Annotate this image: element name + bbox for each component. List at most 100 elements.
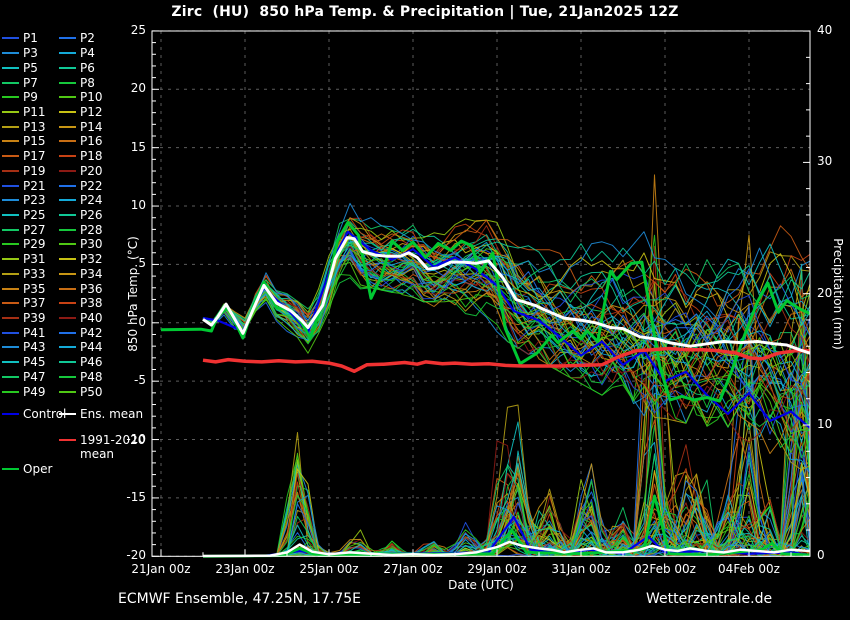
member-color-swatch [2, 272, 19, 275]
member-color-swatch [2, 81, 19, 84]
y-left-tick-label: 0 [138, 314, 146, 329]
y-left-tick-label: 20 [130, 81, 146, 96]
y-right-tick-label: 20 [817, 285, 833, 300]
member-color-swatch [2, 213, 19, 216]
precip-member-line [203, 437, 811, 557]
legend-member-item: P9 [2, 90, 59, 104]
member-color-swatch [2, 110, 19, 113]
member-label: P37 [23, 296, 46, 311]
legend-member-item: P30 [59, 237, 103, 251]
legend-member-item: P44 [59, 340, 103, 354]
member-label: P23 [23, 193, 46, 208]
member-label: P40 [80, 311, 103, 326]
member-color-swatch [59, 213, 76, 216]
legend-member-item: P29 [2, 237, 59, 251]
legend-member-item: P20 [59, 164, 103, 178]
member-color-swatch [59, 81, 76, 84]
legend-member-item: P40 [59, 311, 103, 325]
member-color-swatch [2, 52, 19, 55]
member-label: P20 [80, 163, 103, 178]
legend-member-item: P34 [59, 267, 103, 281]
member-color-swatch [2, 361, 19, 364]
ensemble-legend: P1 P2 P3 P4 P5 P6 P7 P8 P9 P10 P11 P12 P13 P14 P15 P16 P… [2, 31, 154, 476]
legend-member-item: P1 [2, 31, 59, 45]
temp-member-line [202, 254, 811, 443]
legend-member-item: P4 [59, 46, 95, 60]
member-label: P30 [80, 237, 103, 252]
legend-special-control: Control [2, 407, 97, 421]
legend-member-item: P50 [59, 385, 103, 399]
member-color-swatch [59, 140, 76, 143]
legend-row: P17 P18 [2, 149, 154, 164]
member-color-swatch [59, 110, 76, 113]
member-color-swatch [59, 199, 76, 202]
legend-member-item: P25 [2, 208, 59, 222]
member-label: P9 [23, 90, 38, 105]
footer-source: ECMWF Ensemble, 47.25N, 17.75E [118, 591, 361, 607]
member-label: P31 [23, 252, 46, 267]
x-axis-label: Date (UTC) [448, 578, 514, 592]
legend-member-item: P11 [2, 105, 59, 119]
member-label: P22 [80, 178, 103, 193]
member-label: P1 [23, 31, 38, 46]
special-color-swatch [2, 413, 19, 415]
legend-member-item: P49 [2, 385, 59, 399]
member-color-swatch [2, 258, 19, 261]
legend-member-item: P7 [2, 76, 59, 90]
legend-member-item: P45 [2, 355, 59, 369]
member-color-swatch [2, 228, 19, 231]
member-label: P33 [23, 266, 46, 281]
y-right-tick-label: 30 [817, 154, 833, 169]
y-left-tick-label: -15 [126, 489, 146, 504]
member-color-swatch [2, 199, 19, 202]
precip-member-line [203, 462, 810, 557]
member-color-swatch [2, 375, 19, 378]
member-label: P5 [23, 60, 38, 75]
legend-member-item: P27 [2, 223, 59, 237]
legend-row: P43 P44 [2, 340, 154, 355]
member-color-swatch [2, 346, 19, 349]
x-tick-label: 23Jan 00z [215, 562, 275, 576]
ens-mean-temp-line [202, 236, 811, 355]
legend-member-item: P39 [2, 311, 59, 325]
member-label: P12 [80, 104, 103, 119]
member-color-swatch [59, 302, 76, 305]
legend-member-item: P14 [59, 120, 103, 134]
member-color-swatch [2, 125, 19, 128]
temp-member-line [202, 274, 810, 431]
temp-member-line [202, 222, 811, 406]
y-left-tick-label: 25 [130, 22, 146, 37]
legend-row: P23 P24 [2, 193, 154, 208]
chart-title: Zirc (HU) 850 hPa Temp. & Precipitation … [171, 4, 679, 20]
member-color-swatch [2, 184, 19, 187]
member-label: P41 [23, 325, 46, 340]
y-left-tick-label: 15 [130, 139, 146, 154]
legend-member-item: P13 [2, 120, 59, 134]
member-label: P48 [80, 369, 103, 384]
legend-member-item: P22 [59, 179, 103, 193]
member-label: P10 [80, 90, 103, 105]
temp-member-line [202, 239, 811, 423]
member-color-swatch [2, 331, 19, 334]
legend-member-item: P46 [59, 355, 103, 369]
highlight-lines [160, 220, 811, 558]
legend-member-item: P47 [2, 370, 59, 384]
legend-member-item: P36 [59, 282, 103, 296]
member-label: P38 [80, 296, 103, 311]
legend-member-item: P42 [59, 326, 103, 340]
legend-member-item: P15 [2, 134, 59, 148]
legend-member-item: P48 [59, 370, 103, 384]
legend-member-item: P8 [59, 76, 95, 90]
member-color-swatch [59, 155, 76, 158]
member-label: P3 [23, 46, 38, 61]
member-label: P49 [23, 384, 46, 399]
member-color-swatch [59, 228, 76, 231]
legend-member-item: P2 [59, 31, 95, 45]
member-color-swatch [59, 37, 76, 40]
member-color-swatch [59, 125, 76, 128]
y-axis-right-label: Precipitation (mm) [831, 238, 845, 350]
member-label: P15 [23, 134, 46, 149]
legend-row: P37 P38 [2, 296, 154, 311]
x-tick-label: 27Jan 00z [383, 562, 443, 576]
legend-row: P1 P2 [2, 31, 154, 46]
